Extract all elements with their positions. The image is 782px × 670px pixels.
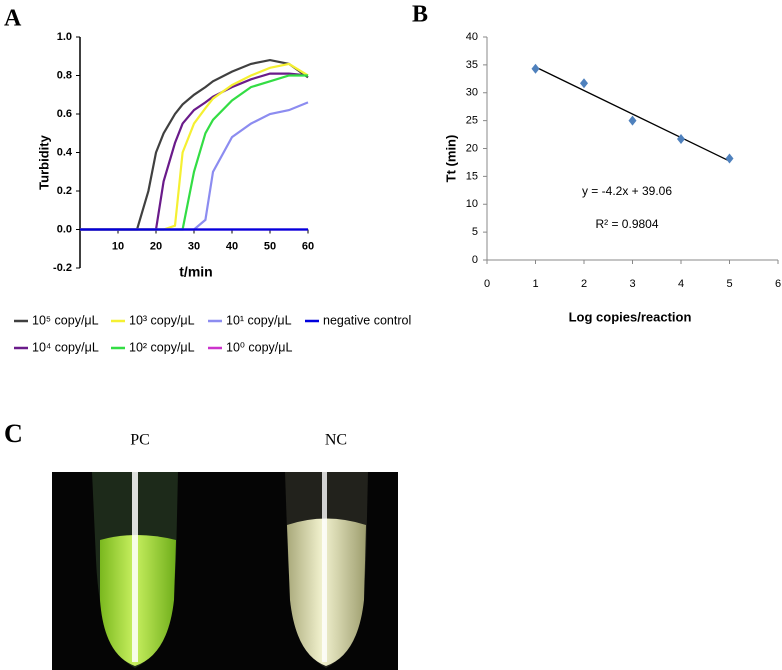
y-tick-label: 5 bbox=[472, 226, 478, 238]
data-point bbox=[677, 134, 685, 145]
y-axis-label: Tt (min) bbox=[443, 135, 458, 183]
legend-item: 10² copy/μL bbox=[111, 340, 195, 354]
panel-label: B bbox=[412, 2, 428, 28]
series-line bbox=[80, 72, 309, 231]
y-tick-label: -0.2 bbox=[53, 262, 72, 274]
series-line bbox=[80, 101, 309, 231]
x-tick-label: 5 bbox=[726, 278, 732, 290]
x-tick-label: 6 bbox=[775, 278, 781, 290]
legend-item: 10³ copy/μL bbox=[111, 313, 195, 327]
legend-label: 10⁴ copy/μL bbox=[32, 340, 99, 354]
x-axis-label: t/min bbox=[179, 264, 212, 280]
data-point bbox=[580, 78, 588, 89]
y-tick-label: 25 bbox=[466, 115, 478, 127]
series-line bbox=[80, 58, 309, 231]
x-tick-label: 10 bbox=[112, 240, 124, 252]
x-tick-label: 20 bbox=[150, 240, 162, 252]
panel-label: C bbox=[4, 419, 23, 448]
legend-item: 10⁴ copy/μL bbox=[14, 340, 99, 354]
y-tick-label: 0.6 bbox=[57, 108, 72, 120]
y-tick-label: 35 bbox=[466, 59, 478, 71]
x-tick-label: 3 bbox=[629, 278, 635, 290]
x-tick-label: 1 bbox=[532, 278, 538, 290]
data-point bbox=[628, 115, 637, 126]
series-line bbox=[80, 62, 309, 231]
y-tick-label: 0.2 bbox=[57, 185, 72, 197]
legend-label: 10¹ copy/μL bbox=[226, 313, 292, 327]
y-tick-label: 15 bbox=[466, 170, 478, 182]
annotation: R² = 0.9804 bbox=[595, 217, 658, 231]
legend-label: 10⁰ copy/μL bbox=[226, 340, 292, 354]
y-tick-label: 40 bbox=[466, 31, 478, 43]
trendline bbox=[535, 66, 730, 162]
reflection bbox=[132, 472, 138, 662]
y-tick-label: 30 bbox=[466, 87, 478, 99]
y-tick-label: 0.4 bbox=[57, 146, 73, 158]
y-tick-label: 0 bbox=[472, 254, 478, 266]
photo-label: NC bbox=[325, 432, 347, 449]
legend-label: 10⁵ copy/μL bbox=[32, 313, 99, 327]
x-tick-label: 40 bbox=[226, 240, 238, 252]
y-axis-label: Turbidity bbox=[36, 134, 51, 189]
x-tick-label: 2 bbox=[581, 278, 587, 290]
y-tick-label: 10 bbox=[466, 198, 478, 210]
legend-label: negative control bbox=[323, 313, 411, 327]
x-tick-label: 50 bbox=[264, 240, 276, 252]
x-tick-label: 30 bbox=[188, 240, 200, 252]
series-line bbox=[80, 74, 308, 231]
reflection bbox=[322, 472, 327, 662]
y-tick-label: 20 bbox=[466, 142, 478, 154]
y-tick-label: 0.8 bbox=[57, 69, 72, 81]
x-tick-label: 60 bbox=[302, 240, 314, 252]
annotation: y = -4.2x + 39.06 bbox=[582, 184, 672, 198]
legend-item: 10⁵ copy/μL bbox=[14, 313, 99, 327]
y-tick-label: 1.0 bbox=[57, 31, 72, 43]
legend-label: 10² copy/μL bbox=[129, 340, 195, 354]
legend-item: negative control bbox=[305, 313, 411, 327]
photo bbox=[52, 472, 398, 670]
x-tick-label: 0 bbox=[484, 278, 490, 290]
panel-label: A bbox=[4, 6, 22, 32]
legend-item: 10⁰ copy/μL bbox=[208, 340, 292, 354]
data-point bbox=[725, 153, 734, 164]
photo-label: PC bbox=[130, 432, 150, 449]
legend-label: 10³ copy/μL bbox=[129, 313, 195, 327]
x-axis-label: Log copies/reaction bbox=[569, 309, 692, 324]
y-tick-label: 0.0 bbox=[57, 223, 72, 235]
data-point bbox=[531, 63, 540, 74]
legend-item: 10¹ copy/μL bbox=[208, 313, 292, 327]
x-tick-label: 4 bbox=[678, 278, 684, 290]
